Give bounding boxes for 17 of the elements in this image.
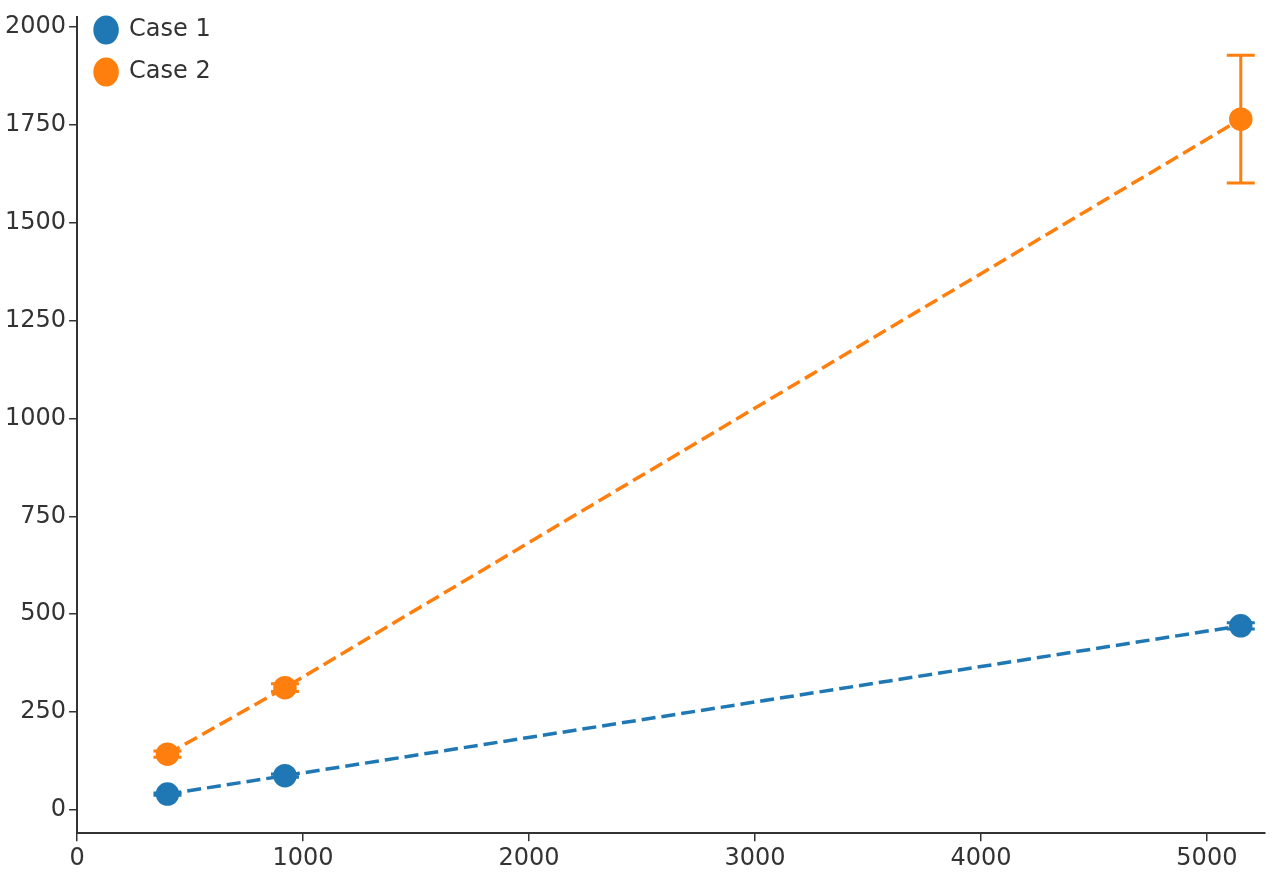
y-tick-label: 250: [20, 696, 67, 725]
y-tick-label: 1250: [5, 304, 67, 333]
y-tick-label: 750: [20, 500, 67, 529]
x-tick-label: 5000: [1176, 842, 1238, 871]
y-tick-label: 1750: [5, 109, 67, 138]
y-tick-label: 1000: [5, 402, 67, 431]
y-tick-label: 1500: [5, 207, 67, 236]
y-tick-label: 2000: [5, 11, 67, 40]
x-tick-label: 2000: [498, 842, 560, 871]
y-tick-label: 500: [20, 598, 67, 627]
legend-label: Case 2: [129, 56, 211, 85]
x-tick-label: 3000: [724, 842, 786, 871]
x-tick-label: 4000: [950, 842, 1012, 871]
x-tick-label: 0: [69, 842, 85, 871]
x-tick-label: 1000: [272, 842, 334, 871]
legend-label: Case 1: [129, 14, 211, 43]
y-tick-label: 0: [50, 793, 67, 822]
